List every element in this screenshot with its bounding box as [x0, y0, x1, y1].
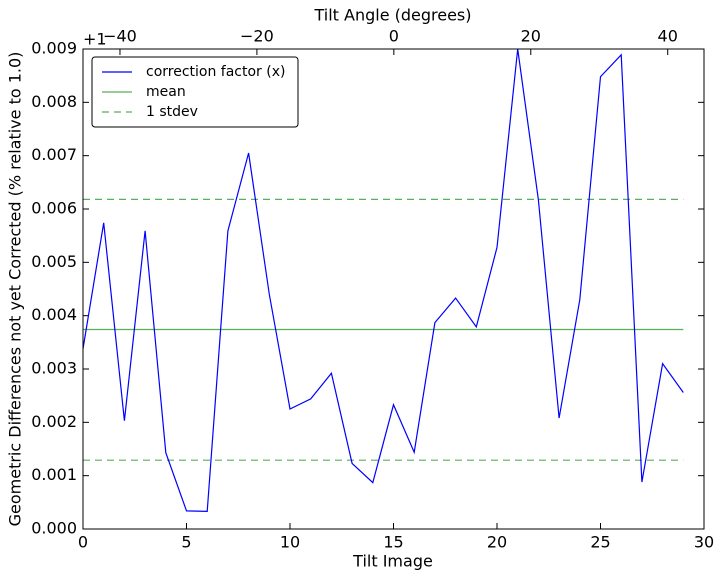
y-tick-label: 0.004	[31, 305, 77, 324]
x2-tick-label: 20	[521, 27, 541, 46]
y-tick-label: 0.007	[31, 145, 77, 164]
legend-label: 1 stdev	[146, 104, 198, 120]
legend-label: correction factor (x)	[146, 64, 285, 80]
x-axis-label: Tilt Image	[352, 552, 433, 571]
y-tick-label: 0.008	[31, 92, 77, 111]
data-line	[82, 48, 684, 513]
y-tick-label: 0.002	[31, 412, 77, 431]
plot-frame	[82, 48, 705, 530]
y-axis-label: Geometric Differences not yet Corrected …	[6, 52, 25, 527]
x-tick-label: 0	[78, 533, 88, 552]
x2-axis-label: Tilt Angle (degrees)	[313, 6, 471, 25]
x2-tick-label: −20	[240, 27, 274, 46]
x-tick-label: 15	[383, 533, 403, 552]
x2-tick-label: 0	[389, 27, 399, 46]
legend-label: mean	[146, 84, 186, 100]
y-tick-label: 0.001	[31, 465, 77, 484]
x2-tick-label: −40	[103, 27, 137, 46]
y-tick-label: 0.000	[31, 519, 77, 538]
y-tick-label: 0.005	[31, 252, 77, 271]
y-tick-label: 0.009	[31, 39, 77, 58]
x-tick-label: 10	[280, 533, 300, 552]
x2-offset-label: +1	[83, 30, 107, 49]
y-tick-label: 0.006	[31, 199, 77, 218]
x2-tick-label: 40	[658, 27, 678, 46]
y-tick-label: 0.003	[31, 359, 77, 378]
x-tick-label: 30	[694, 533, 714, 552]
x-tick-label: 5	[181, 533, 191, 552]
x-tick-label: 20	[487, 533, 507, 552]
legend-box	[91, 56, 299, 128]
x-tick-label: 25	[590, 533, 610, 552]
